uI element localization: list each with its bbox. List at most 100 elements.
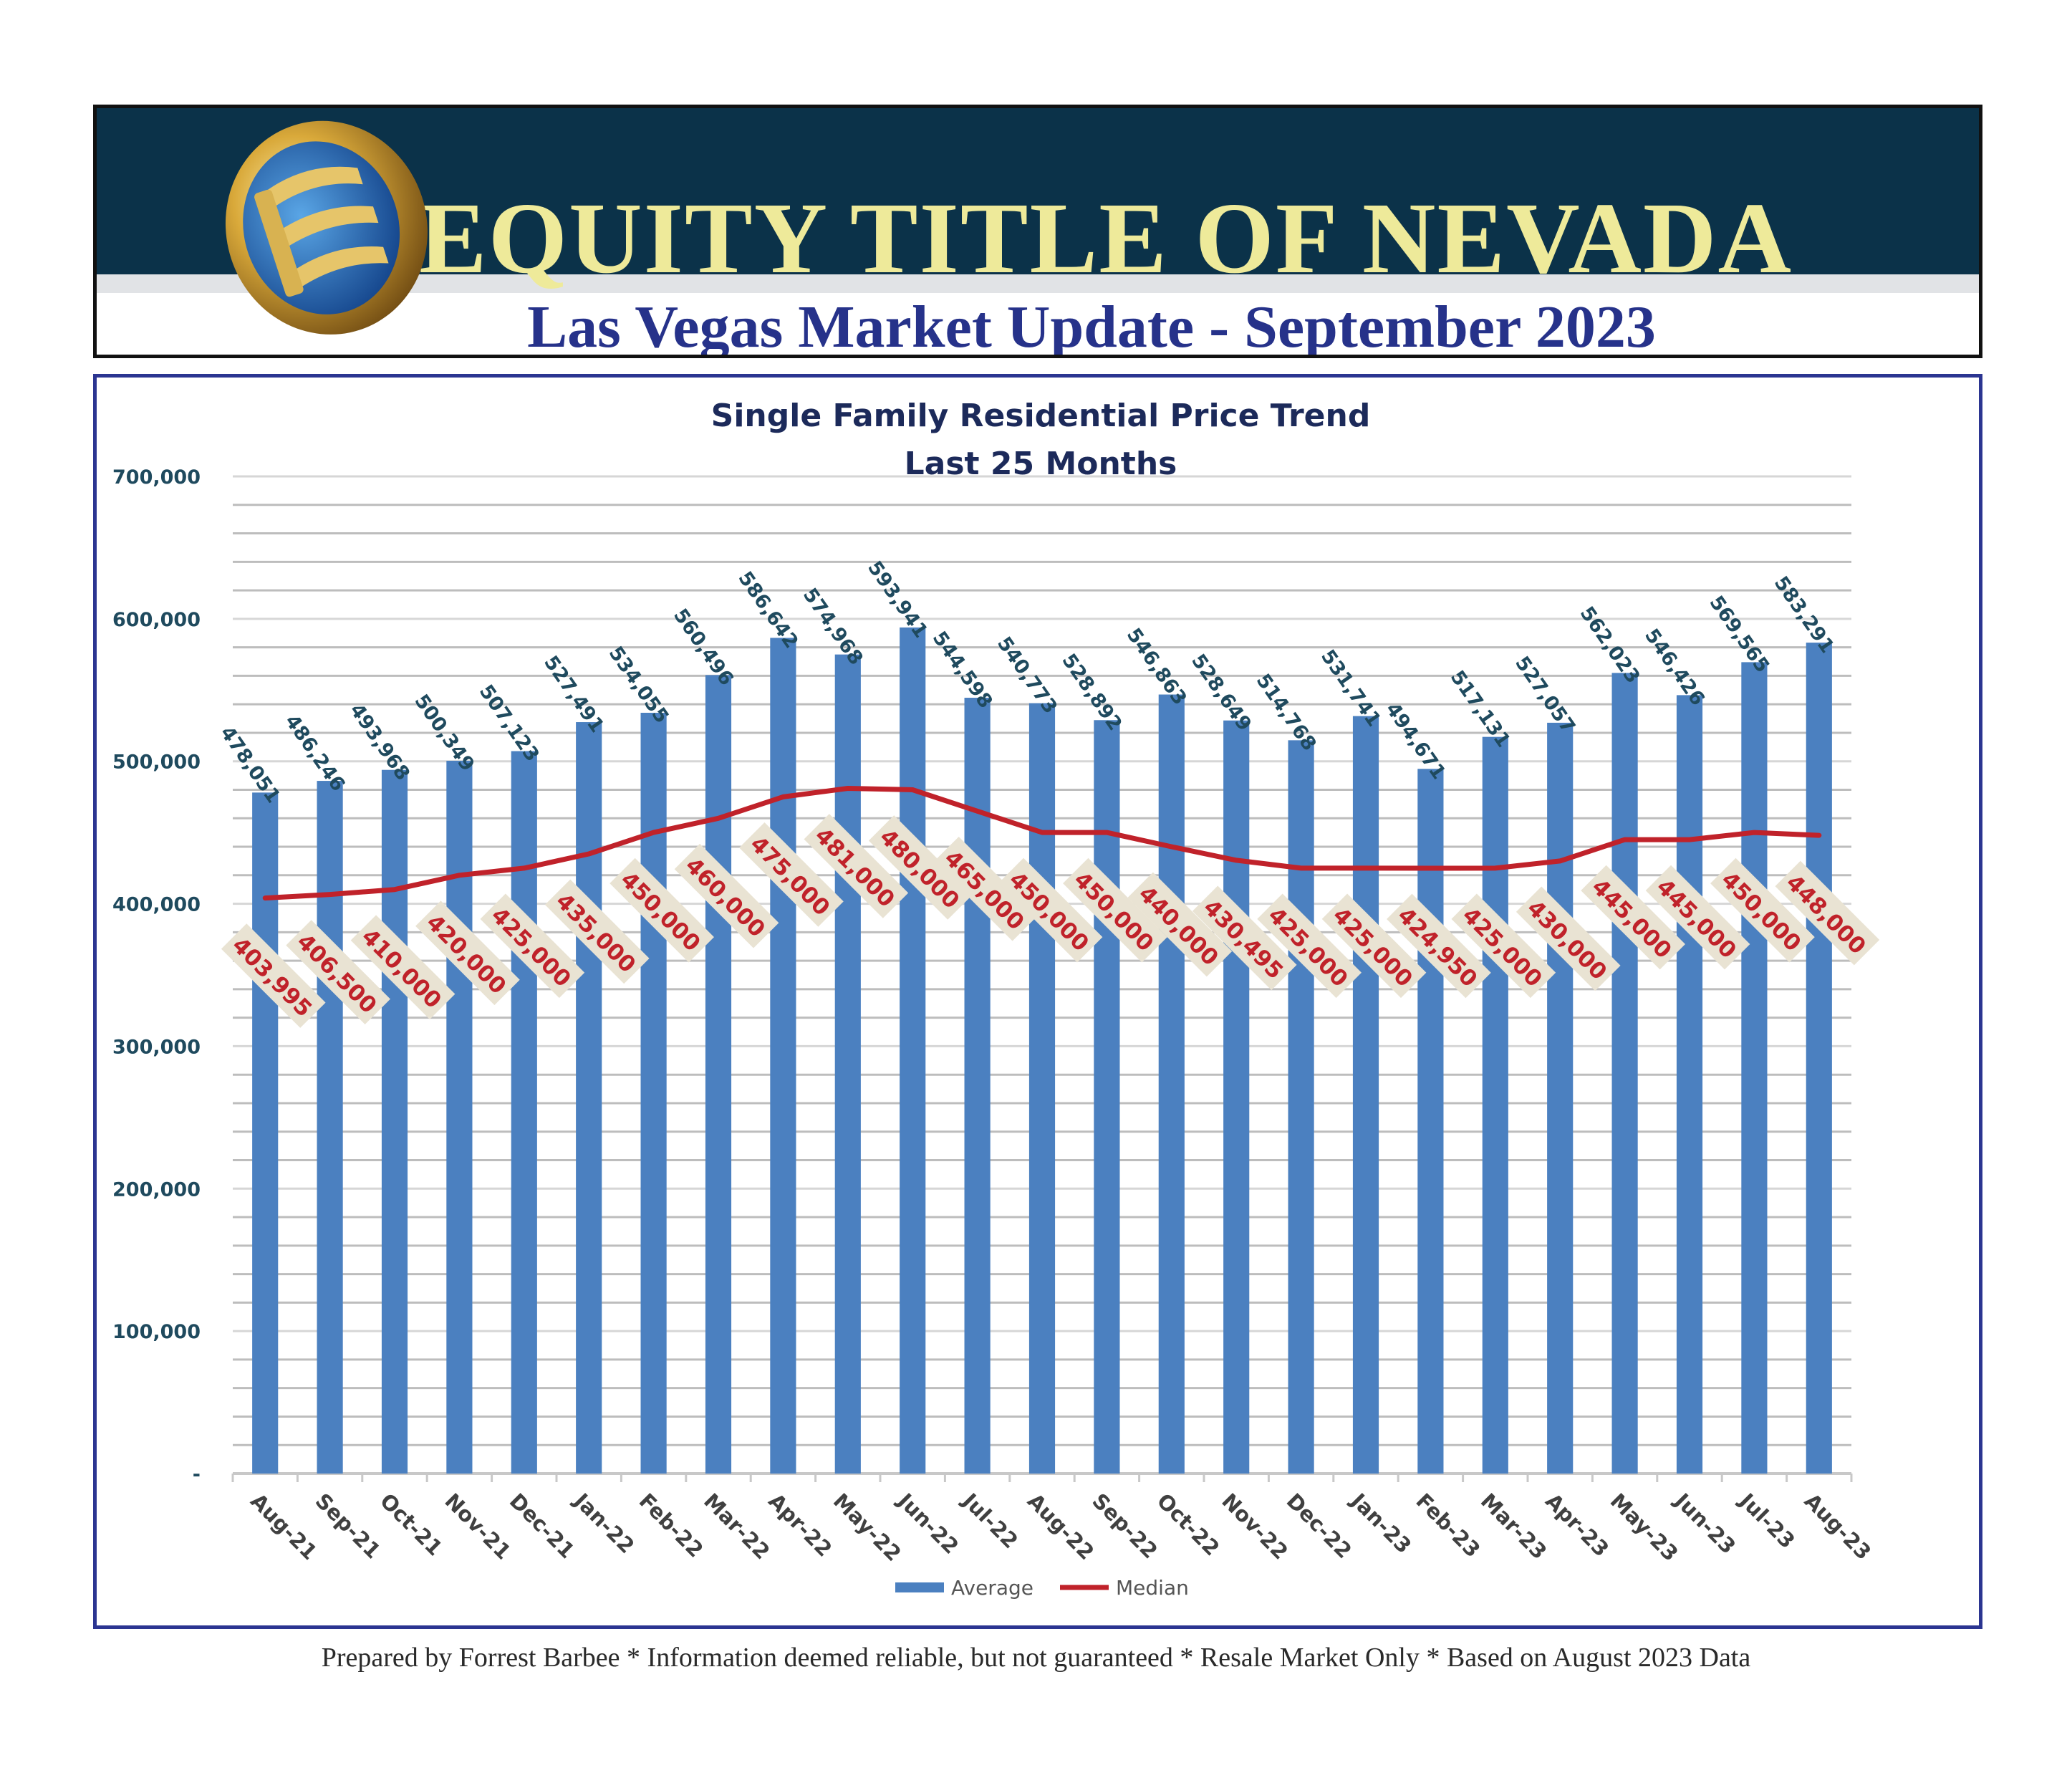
median-label-box — [1710, 857, 1815, 963]
average-data-label: 534,055 — [604, 643, 673, 728]
median-label-box — [286, 920, 390, 1024]
x-tick-label: Mar-23 — [1476, 1489, 1551, 1564]
x-tick-label: Sep-22 — [1087, 1489, 1162, 1563]
y-tick-label: 400,000 — [112, 894, 201, 916]
median-label-box — [739, 822, 844, 927]
x-tick-label: Jul-23 — [1734, 1487, 1800, 1553]
median-label-box — [415, 900, 520, 1006]
y-tick-label: 200,000 — [112, 1178, 201, 1201]
median-label-box — [480, 893, 585, 999]
median-label-box — [1451, 893, 1556, 999]
x-tick-label: May-22 — [829, 1489, 906, 1566]
median-label-box — [1063, 857, 1167, 963]
legend-swatch-average — [895, 1582, 944, 1592]
bar-average — [317, 781, 343, 1474]
bar-average — [1158, 694, 1185, 1474]
x-tick-label: Apr-23 — [1541, 1489, 1614, 1562]
median-label-box — [350, 915, 456, 1019]
average-data-label: 544,598 — [928, 628, 997, 713]
y-tick-label: 600,000 — [112, 609, 201, 631]
bar-average — [834, 654, 861, 1474]
report-title: Las Vegas Market Update - September 2023 — [527, 294, 1656, 358]
median-label-box — [1516, 886, 1621, 991]
median-label-box — [1127, 872, 1233, 977]
x-tick-label: Aug-21 — [246, 1489, 322, 1565]
median-label-box — [1192, 885, 1297, 991]
bar-average — [1741, 662, 1768, 1474]
x-tick-label: Jan-23 — [1346, 1487, 1417, 1558]
bar-average — [705, 675, 732, 1474]
bar-average — [1417, 769, 1444, 1474]
y-tick-label: 500,000 — [112, 751, 201, 774]
median-label-box — [998, 857, 1103, 963]
bar-average — [511, 751, 537, 1474]
median-label-box — [804, 814, 909, 918]
bar-average — [1547, 722, 1574, 1474]
median-label-box — [221, 923, 326, 1028]
bar-average — [640, 712, 667, 1474]
average-data-label: 486,246 — [281, 711, 350, 796]
x-tick-label: Dec-21 — [505, 1489, 579, 1563]
bar-average — [1352, 716, 1379, 1474]
average-data-label: 528,892 — [1057, 650, 1126, 735]
median-label-box — [544, 879, 650, 984]
median-label-box — [868, 815, 973, 920]
average-data-label: 527,491 — [539, 652, 608, 737]
x-tick-label: Aug-22 — [1023, 1489, 1099, 1565]
bar-average — [1223, 720, 1250, 1474]
bar-average — [964, 698, 991, 1474]
x-tick-label: Jan-22 — [569, 1487, 640, 1558]
chart-title: Single Family Residential Price Trend — [711, 398, 1371, 434]
average-data-label: 546,863 — [1122, 624, 1191, 709]
average-data-label: 569,565 — [1705, 592, 1773, 677]
median-label-box — [674, 843, 779, 948]
median-label-box — [1257, 893, 1362, 999]
bar-average — [1611, 673, 1638, 1474]
average-data-label: 531,741 — [1316, 645, 1385, 731]
x-tick-label: Aug-23 — [1800, 1489, 1876, 1565]
average-data-label: 507,123 — [475, 681, 544, 766]
footer-disclaimer: Prepared by Forrest Barbee * Information… — [321, 1643, 1751, 1673]
bar-average — [1676, 695, 1703, 1474]
median-label-box — [933, 836, 1038, 941]
bar-average — [381, 769, 408, 1474]
average-data-label: 514,768 — [1252, 670, 1321, 755]
x-tick-label: Nov-21 — [440, 1489, 516, 1565]
company-logo — [225, 120, 428, 335]
x-tick-label: Mar-22 — [699, 1489, 774, 1564]
chart-frame: Single Family Residential Price Trend Las… — [93, 374, 1982, 1629]
average-data-label: 546,426 — [1640, 625, 1709, 710]
legend-label-median: Median — [1116, 1576, 1189, 1600]
average-data-label: 517,131 — [1446, 667, 1515, 752]
median-label-box — [1775, 860, 1880, 966]
x-tick-label: May-23 — [1606, 1489, 1683, 1566]
median-label-box — [609, 857, 714, 963]
bar-average — [1094, 720, 1120, 1474]
average-data-label: 527,057 — [1510, 653, 1579, 738]
bar-average — [1028, 703, 1056, 1474]
average-data-label: 583,291 — [1770, 572, 1839, 658]
y-tick-label: 100,000 — [112, 1321, 201, 1343]
median-label-box — [1645, 865, 1750, 970]
bar-average — [576, 722, 602, 1474]
median-label-box — [1321, 893, 1427, 999]
company-name: EQUITY TITLE OF NEVADA — [418, 181, 1793, 294]
y-tick-label: 300,000 — [112, 1036, 201, 1058]
x-tick-label: Sep-21 — [311, 1489, 385, 1563]
bar-average — [1482, 736, 1508, 1474]
average-data-label: 478,051 — [216, 722, 284, 807]
x-tick-label: Feb-23 — [1411, 1489, 1485, 1562]
x-tick-label: Jul-22 — [957, 1487, 1023, 1553]
bar-average — [446, 761, 473, 1474]
average-data-label: 574,968 — [799, 584, 867, 669]
x-tick-label: Oct-21 — [375, 1489, 447, 1560]
bar-average — [1806, 643, 1832, 1474]
median-line — [262, 786, 1822, 901]
average-data-label: 586,642 — [733, 567, 802, 653]
average-data-label: 593,941 — [863, 557, 932, 643]
average-data-label: 528,649 — [1187, 650, 1256, 736]
x-tick-label: Oct-22 — [1152, 1489, 1224, 1560]
y-tick-label: - — [193, 1464, 201, 1486]
bar-average — [770, 638, 796, 1474]
x-tick-label: Nov-22 — [1217, 1489, 1293, 1565]
